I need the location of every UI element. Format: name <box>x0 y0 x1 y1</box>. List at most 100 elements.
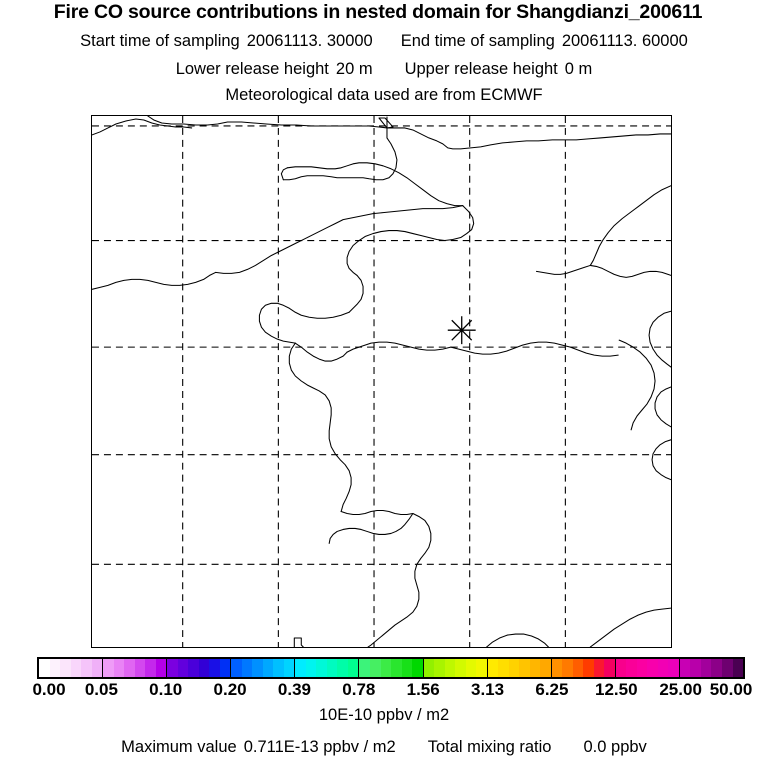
colorbar-band-2-5 <box>219 659 231 677</box>
colorbar-tick-0: 0.00 <box>32 680 66 699</box>
colorbar-band-1-3 <box>134 659 146 677</box>
colorbar-band-7-2 <box>508 659 520 677</box>
colorbar-band-6-4 <box>465 659 477 677</box>
summary-stats-line: Maximum value 0.711E-13 ppbv / m2 Total mi… <box>0 738 768 757</box>
colorbar-band-0-4 <box>81 659 92 677</box>
colorbar-band-2-3 <box>198 659 210 677</box>
colorbar-band-0-0 <box>39 659 50 677</box>
colorbar-band-9-0 <box>615 659 627 677</box>
colorbar-band-6-2 <box>444 659 456 677</box>
colorbar-band-4-0 <box>295 659 306 677</box>
colorbar-band-7-4 <box>529 659 541 677</box>
colorbar-band-2-0 <box>167 659 178 677</box>
colorbar-tick-labels: 0.00 0.05 0.10 0.20 0.39 0.78 1.56 3.13 6.25 12.5… <box>0 680 768 702</box>
graticule-gridlines <box>92 116 671 647</box>
receptor-site-marker <box>447 316 476 345</box>
colorbar-segment-10 <box>679 659 744 677</box>
colorbar-units-label: 10E-10 ppbv / m2 <box>318 706 450 724</box>
colorbar-gradient <box>37 657 745 679</box>
map-canvas <box>92 116 671 647</box>
map-plot-area <box>91 115 672 648</box>
colorbar-segment-7 <box>487 659 552 677</box>
colorbar-band-1-1 <box>113 659 125 677</box>
lower-release-value: 20 m <box>335 60 373 78</box>
coastline-paths <box>92 116 671 647</box>
colorbar-band-3-4 <box>273 659 284 677</box>
colorbar-band-7-5 <box>540 659 551 677</box>
colorbar-band-0-1 <box>49 659 61 677</box>
colorbar-band-8-1 <box>562 659 573 677</box>
colorbar-band-4-4 <box>337 659 348 677</box>
colorbar-band-6-0 <box>423 659 435 677</box>
colorbar-band-5-3 <box>391 659 402 677</box>
maximum-value-label: Maximum value <box>121 738 237 756</box>
colorbar-band-10-0 <box>679 659 691 677</box>
colorbar-band-8-4 <box>593 659 605 677</box>
colorbar-segment-0 <box>39 659 104 677</box>
colorbar-band-0-2 <box>60 659 71 677</box>
colorbar-tick-8: 6.25 <box>535 680 569 699</box>
colorbar-band-4-1 <box>305 659 317 677</box>
colorbar-band-1-2 <box>124 659 135 677</box>
colorbar-tick-4: 0.39 <box>277 680 311 699</box>
colorbar-band-8-3 <box>583 659 594 677</box>
colorbar-band-0-5 <box>91 659 103 677</box>
sampling-time-line: Start time of sampling 20061113. 30000 End… <box>0 32 768 51</box>
colorbar-segment-1 <box>103 659 168 677</box>
colorbar-band-6-3 <box>455 659 466 677</box>
colorbar-tick-9: 12.50 <box>594 680 638 699</box>
colorbar-band-10-4 <box>722 659 733 677</box>
colorbar-band-5-0 <box>359 659 370 677</box>
colorbar-band-9-5 <box>668 659 679 677</box>
colorbar-band-10-2 <box>700 659 712 677</box>
colorbar-band-5-1 <box>369 659 381 677</box>
colorbar-band-3-1 <box>241 659 253 677</box>
upper-release-value: 0 m <box>564 60 593 78</box>
start-time-value: 20061113. 30000 <box>246 32 373 50</box>
colorbar-band-7-3 <box>519 659 530 677</box>
figure-title: Fire CO source contributions in nested d… <box>53 1 703 23</box>
colorbar-band-10-1 <box>690 659 701 677</box>
maximum-value: 0.711E-13 ppbv / m2 <box>243 738 396 756</box>
colorbar-tick-2: 0.10 <box>149 680 183 699</box>
colorbar-band-5-2 <box>380 659 392 677</box>
colorbar-tick-11: 50.00 <box>709 680 753 699</box>
colorbar-band-4-5 <box>347 659 359 677</box>
colorbar <box>37 657 745 679</box>
colorbar-segment-8 <box>551 659 616 677</box>
met-data-line: Meteorological data used are from ECMWF <box>225 86 543 104</box>
colorbar-band-9-4 <box>657 659 669 677</box>
colorbar-segment-6 <box>423 659 488 677</box>
upper-release-label: Upper release height <box>404 60 558 78</box>
colorbar-band-10-5 <box>732 659 744 677</box>
colorbar-band-2-1 <box>177 659 189 677</box>
colorbar-segment-3 <box>231 659 296 677</box>
colorbar-band-1-5 <box>155 659 167 677</box>
colorbar-band-6-5 <box>476 659 487 677</box>
colorbar-segment-4 <box>295 659 360 677</box>
lower-release-label: Lower release height <box>175 60 329 78</box>
colorbar-band-1-0 <box>103 659 114 677</box>
colorbar-segment-9 <box>615 659 680 677</box>
colorbar-band-9-1 <box>626 659 637 677</box>
colorbar-band-9-3 <box>647 659 658 677</box>
colorbar-band-3-5 <box>283 659 295 677</box>
colorbar-band-3-3 <box>262 659 274 677</box>
colorbar-band-2-2 <box>188 659 199 677</box>
colorbar-band-9-2 <box>636 659 648 677</box>
colorbar-band-1-4 <box>145 659 156 677</box>
colorbar-band-4-3 <box>326 659 338 677</box>
colorbar-tick-5: 0.78 <box>342 680 376 699</box>
colorbar-band-8-0 <box>551 659 563 677</box>
start-time-label: Start time of sampling <box>80 32 240 50</box>
colorbar-band-0-3 <box>70 659 82 677</box>
colorbar-tick-3: 0.20 <box>213 680 247 699</box>
colorbar-band-7-0 <box>487 659 499 677</box>
colorbar-band-5-5 <box>412 659 423 677</box>
colorbar-band-8-2 <box>572 659 584 677</box>
end-time-value: 20061113. 60000 <box>561 32 688 50</box>
colorbar-tick-7: 3.13 <box>470 680 505 699</box>
colorbar-segment-5 <box>359 659 424 677</box>
total-mixing-ratio-label: Total mixing ratio <box>427 738 552 756</box>
